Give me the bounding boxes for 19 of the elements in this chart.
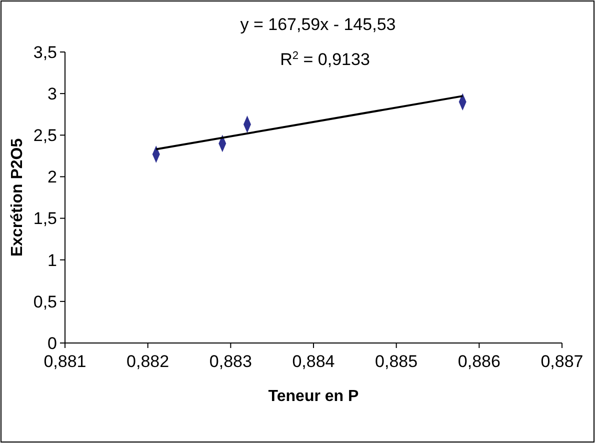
y-axis-title: Excrétion P2O5 (9, 138, 26, 257)
x-tick-label: 0,886 (458, 352, 500, 371)
x-tick-label: 0,887 (540, 352, 584, 371)
x-tick-label: 0,884 (292, 352, 335, 371)
y-tick-label: 3,5 (33, 42, 57, 62)
y-tick-label: 0,5 (33, 292, 57, 312)
x-tick-label: 0,883 (209, 352, 252, 371)
y-tick-label: 2,5 (33, 126, 57, 146)
y-tick-label: 2 (48, 168, 57, 187)
y-tick-label: 1 (48, 250, 57, 270)
x-axis-title: Teneur en P (268, 388, 360, 405)
annotation: R$^{2}$ = 0,9133 (280, 50, 370, 69)
x-tick-label: 0,885 (375, 352, 418, 371)
y-tick-label: 3 (48, 84, 57, 104)
text: y = 167,59x - 145,53 (240, 15, 396, 34)
y-tick-label: 1,5 (33, 209, 57, 228)
y-tick-label: 0 (48, 334, 57, 353)
x-tick-label: 0,881 (44, 352, 86, 371)
x-tick-label: 0,882 (126, 352, 170, 371)
